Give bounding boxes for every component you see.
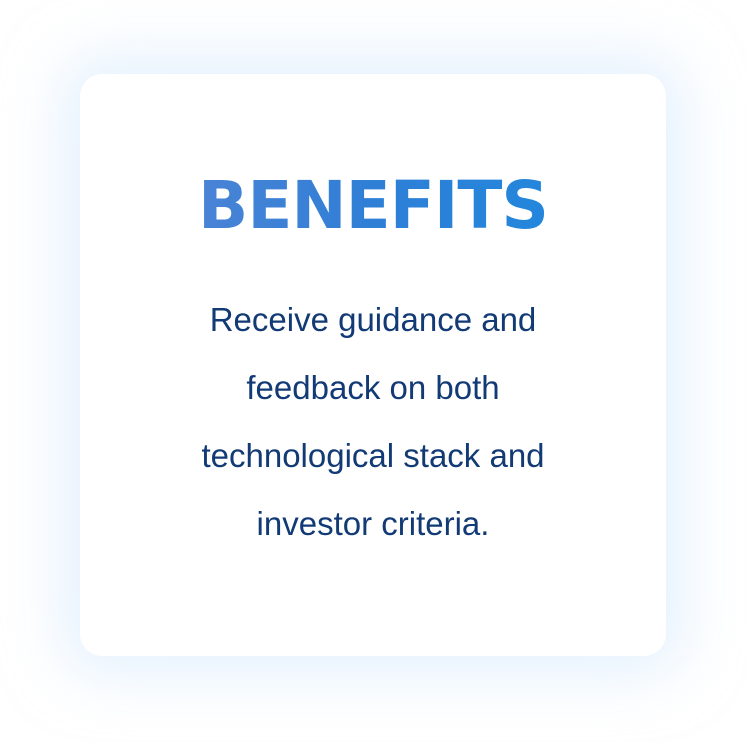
benefits-card: BENEFITS Receive guidance and feedback o…	[80, 74, 666, 656]
description-line-1: Receive guidance and	[209, 301, 537, 338]
description-line-3: technological stack and	[201, 437, 545, 474]
card-title: BENEFITS	[80, 166, 666, 246]
description-line-2: feedback on both	[246, 369, 500, 406]
card-description: Receive guidance and feedback on both te…	[110, 286, 636, 558]
description-line-4: investor criteria.	[256, 505, 490, 542]
